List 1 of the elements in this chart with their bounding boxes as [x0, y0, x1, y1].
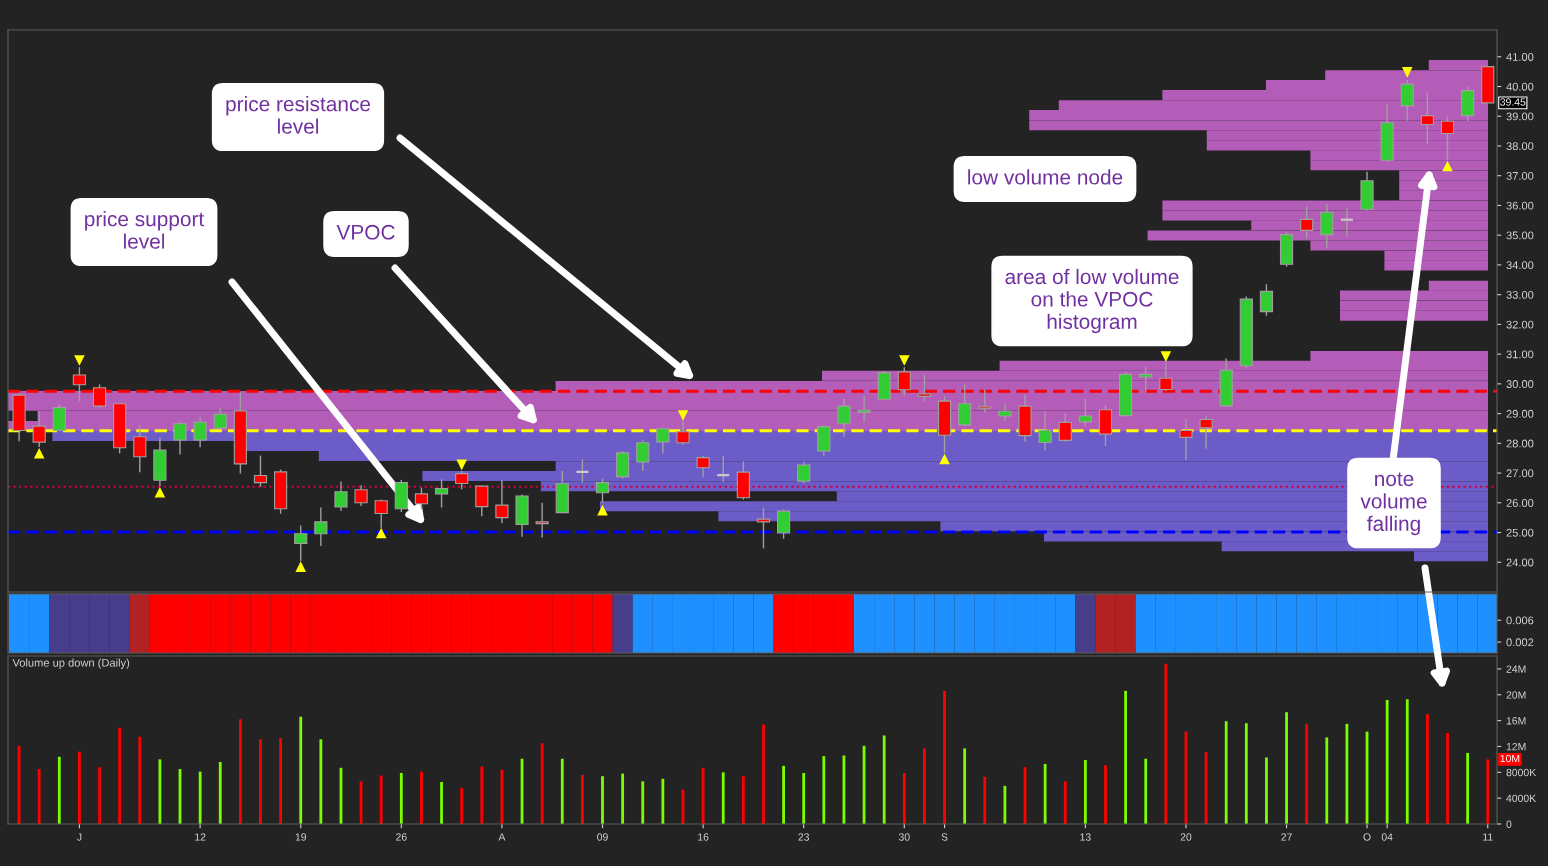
x-tick-label: J: [76, 833, 82, 841]
